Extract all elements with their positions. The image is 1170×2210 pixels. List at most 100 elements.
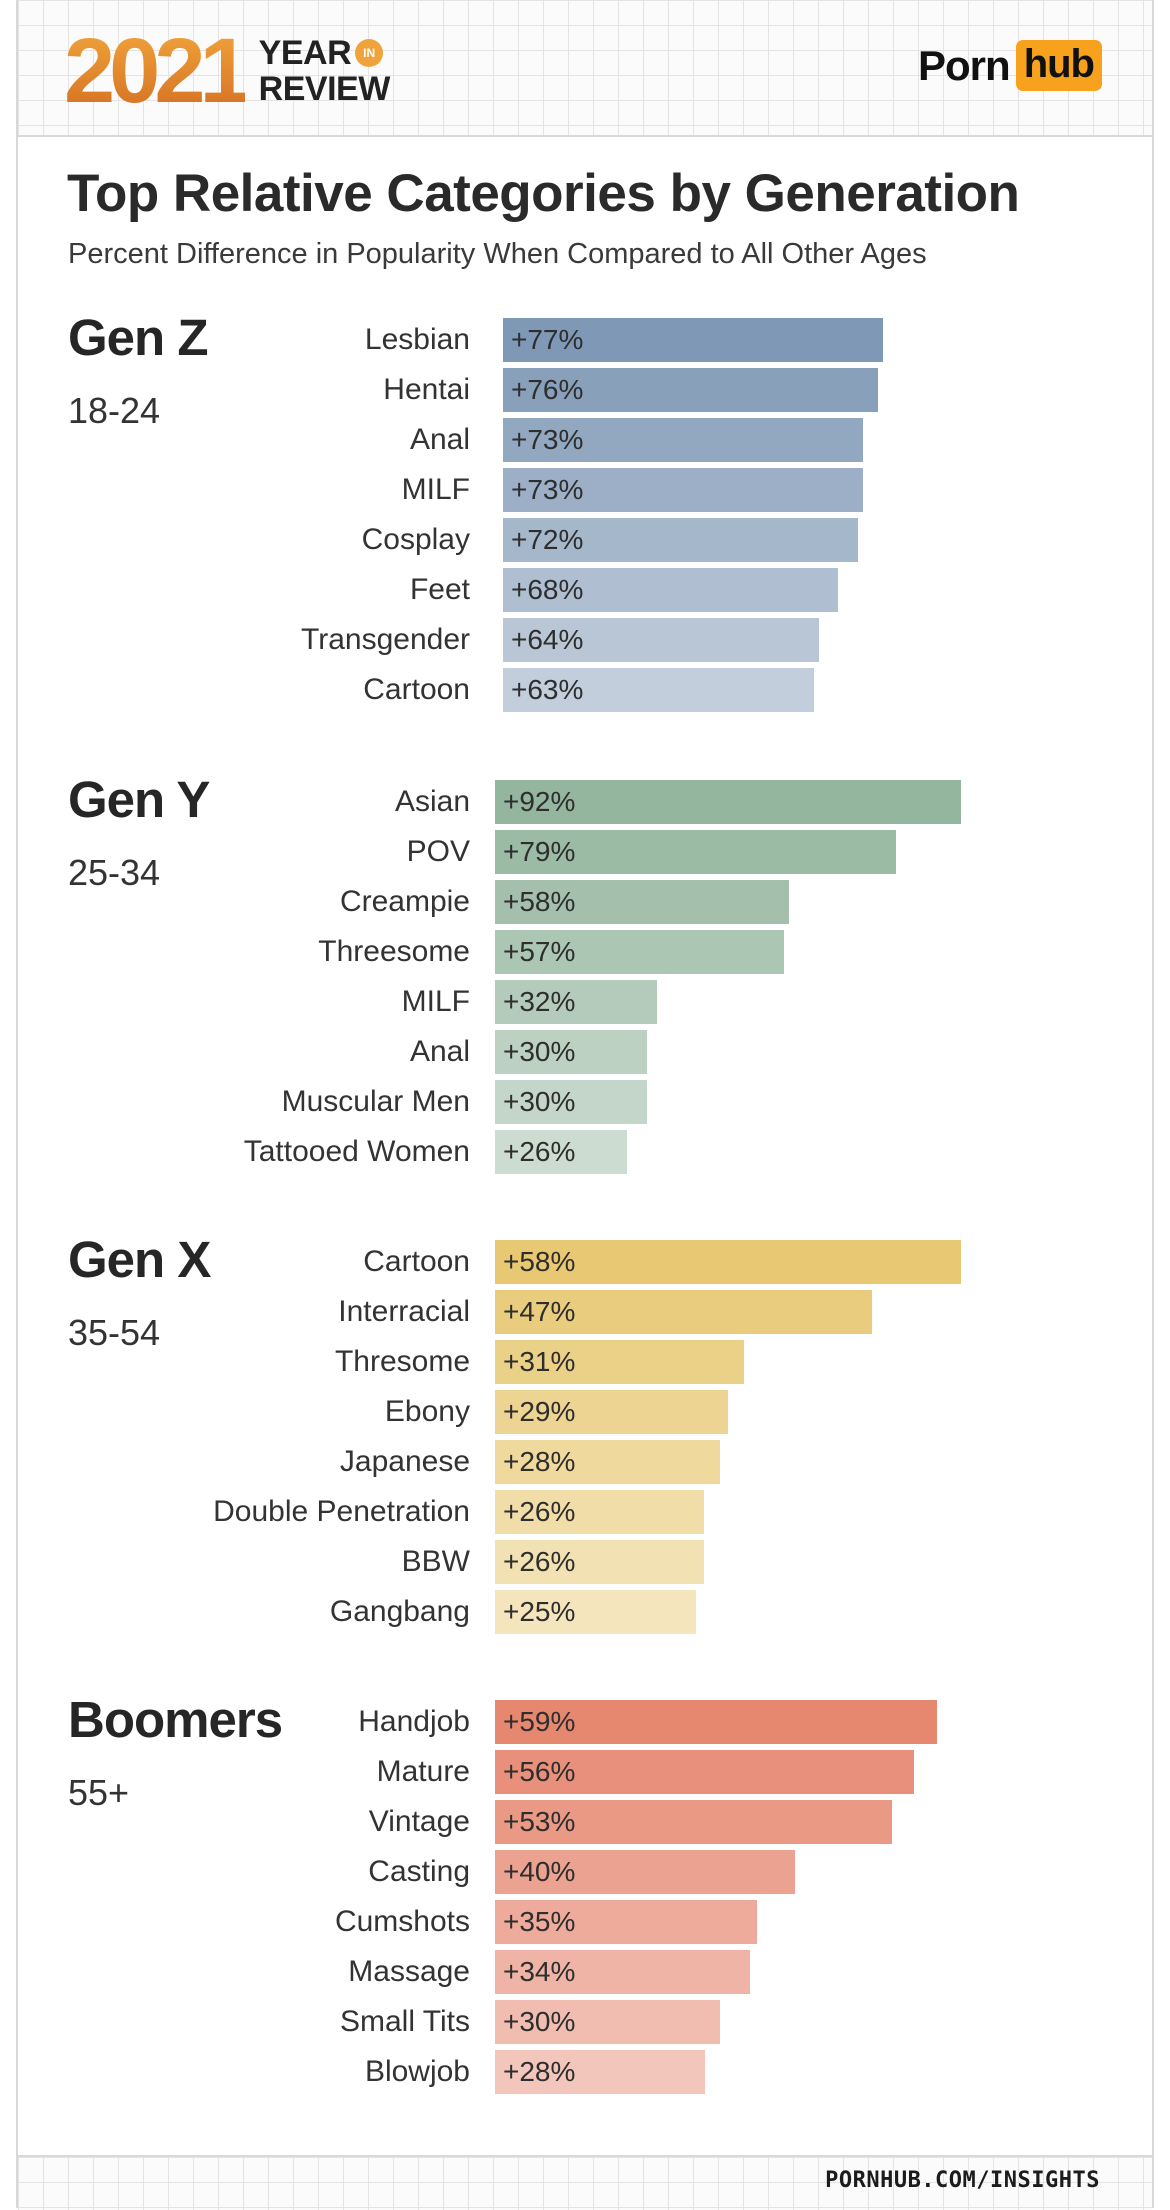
category-label: Ebony (384, 1395, 470, 1428)
chart-title: Top Relative Categories by Generation (67, 164, 1020, 223)
bar (495, 1130, 627, 1174)
review-word: REVIEW (258, 70, 391, 108)
category-label: Transgender (301, 623, 470, 656)
bar-value-label: +79% (503, 836, 576, 867)
category-label: Anal (409, 423, 470, 456)
bar (495, 930, 784, 974)
year-word-line: YEAR IN (259, 35, 390, 71)
bar-value-label: +63% (511, 674, 584, 705)
bar (495, 1080, 647, 1124)
category-label: Blowjob (364, 2055, 470, 2088)
bar (495, 830, 896, 874)
bar (495, 1390, 728, 1434)
bar (503, 418, 863, 462)
bar-value-label: +53% (503, 1806, 576, 1837)
bar-value-label: +47% (503, 1296, 576, 1327)
brand-logo-left: Porn (918, 41, 1011, 89)
category-label: Handjob (358, 1705, 470, 1738)
bar-value-label: +28% (503, 2056, 576, 2087)
year-in-review-words: YEAR IN REVIEW (258, 35, 391, 108)
category-label: Small Tits (339, 2005, 470, 2038)
category-label: Casting (368, 1855, 470, 1888)
bar-value-label: +30% (503, 2006, 576, 2037)
generation-age-range: 25-34 (68, 852, 161, 893)
category-label: Threesome (318, 935, 470, 968)
bar-value-label: +58% (503, 886, 576, 917)
brand-logo: Porn hub (918, 40, 1102, 91)
bar (495, 880, 789, 924)
generation-name: Gen Y (68, 771, 210, 828)
bar-value-label: +30% (503, 1086, 576, 1117)
category-label: Hentai (383, 373, 470, 406)
bar (503, 518, 858, 562)
bar-value-label: +26% (503, 1546, 576, 1577)
bar (503, 618, 819, 662)
bar-value-label: +59% (503, 1706, 576, 1737)
generation-name: Gen Z (68, 309, 209, 366)
bar-value-label: +56% (503, 1756, 576, 1787)
category-label: Cartoon (363, 673, 470, 706)
year-text: 2021 (64, 20, 251, 122)
bar (495, 980, 657, 1024)
category-label: Anal (409, 1035, 470, 1068)
category-label: Interracial (338, 1295, 470, 1328)
category-label: POV (406, 835, 470, 868)
category-label: Asian (394, 785, 470, 818)
category-label: Cartoon (363, 1245, 470, 1278)
generation-age-range: 55+ (68, 1772, 130, 1813)
bar (503, 368, 878, 412)
category-label: Double Penetration (213, 1495, 470, 1528)
bar-value-label: +25% (503, 1596, 576, 1627)
bar-value-label: +40% (503, 1856, 576, 1887)
bar-value-label: +77% (511, 324, 584, 355)
bar-value-label: +28% (503, 1446, 576, 1477)
bar-value-label: +92% (503, 786, 576, 817)
bar-value-label: +72% (511, 524, 584, 555)
brand-logo-right: hub (1015, 40, 1102, 91)
bar (503, 668, 814, 712)
bar (495, 1850, 795, 1894)
bar-value-label: +73% (511, 424, 584, 455)
bar-value-label: +58% (503, 1246, 576, 1277)
category-label: Mature (376, 1755, 470, 1788)
bar (495, 1440, 720, 1484)
bar (503, 568, 838, 612)
bar (495, 1240, 961, 1284)
bar-value-label: +26% (503, 1136, 576, 1167)
footer-grid-band (18, 2155, 1152, 2210)
category-label: MILF (401, 473, 470, 506)
bar (503, 468, 863, 512)
chart-subtitle: Percent Difference in Popularity When Co… (68, 238, 927, 270)
bar-value-label: +34% (503, 1956, 576, 1987)
bar (495, 1030, 647, 1074)
generation-name: Boomers (68, 1691, 283, 1748)
bar (495, 1540, 704, 1584)
category-label: Japanese (339, 1445, 470, 1478)
bar-value-label: +29% (503, 1396, 576, 1427)
generation-age-range: 18-24 (68, 390, 161, 431)
in-badge: IN (355, 39, 384, 67)
page-frame (16, 0, 1154, 2208)
category-label: Tattooed Women (243, 1135, 470, 1168)
bar (495, 1700, 937, 1744)
source-url: PORNHUB.COM/INSIGHTS (825, 2168, 1100, 2193)
category-label: BBW (401, 1545, 470, 1578)
bar-value-label: +64% (511, 624, 584, 655)
bar (495, 2000, 720, 2044)
bar-value-label: +73% (511, 474, 584, 505)
category-label: MILF (401, 985, 470, 1018)
category-label: Cosplay (361, 523, 470, 556)
bar (495, 1950, 750, 1994)
category-label: Massage (348, 1955, 470, 1988)
bar (495, 1290, 872, 1334)
category-label: Lesbian (364, 323, 470, 356)
bar (495, 1750, 914, 1794)
generation-name: Gen X (68, 1231, 211, 1288)
bar-value-label: +31% (503, 1346, 576, 1377)
generation-age-range: 35-54 (68, 1312, 161, 1353)
bar-value-label: +68% (511, 574, 584, 605)
bar (495, 780, 961, 824)
category-label: Creampie (339, 885, 470, 918)
category-label: Vintage (368, 1805, 470, 1838)
header-grid-band (18, 0, 1152, 137)
